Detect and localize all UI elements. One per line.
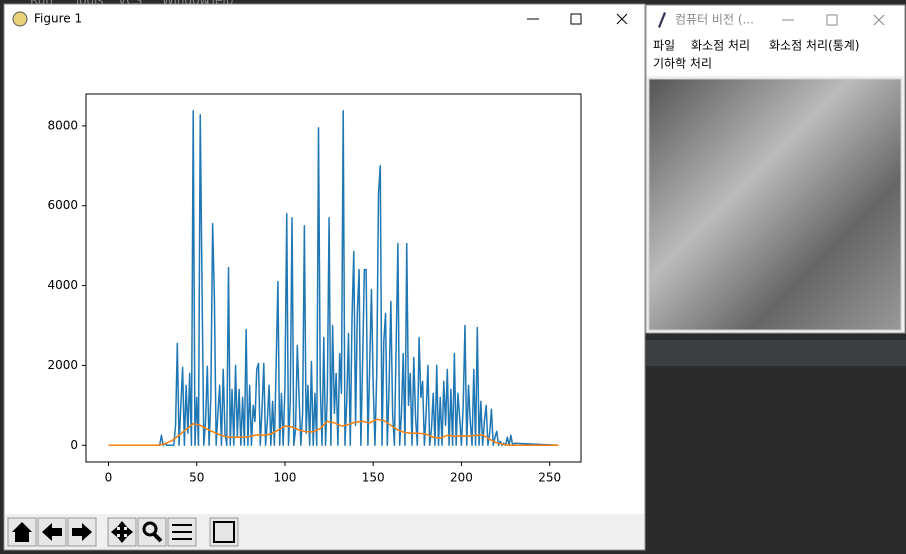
save-icon [213,521,235,543]
close-button[interactable] [873,14,885,26]
app-icon [658,12,666,28]
zoom-handle [152,532,163,543]
x-tick-label: 150 [362,471,385,485]
plot: 0 50 100 150 200 250 0 2000 4000 6000 8000 [47,109,561,485]
menu-item[interactable]: 화소점 처리(통계) [769,39,859,53]
pan-icon [111,521,133,543]
menu-item[interactable]: 기하학 처리 [653,57,712,71]
image-view [648,78,902,331]
series-line [108,109,559,447]
y-tick-label: 6000 [47,198,78,212]
app-title: 컴퓨터 비전 (... [675,13,754,27]
axes-frame [85,93,582,463]
maximize-button[interactable] [826,14,838,26]
x-tick-label: 0 [105,471,113,485]
y-tick-label: 0 [70,438,78,452]
zoom-button[interactable] [137,517,167,547]
menu-item[interactable]: 파일 [653,39,675,53]
toolbar [5,514,644,549]
app-title-bar [647,6,904,36]
x-tick-label: 100 [274,471,297,485]
x-tick-label: 200 [450,471,473,485]
ide-panel [646,340,906,366]
x-tick-label: 50 [189,471,204,485]
close-button[interactable] [616,13,628,25]
back-icon [42,523,62,541]
maximize-button[interactable] [570,13,582,25]
forward-icon [72,523,92,541]
menu-bar [647,36,904,76]
zoom-icon [142,521,158,537]
window-title: Figure 1 [34,12,82,26]
series-line [108,418,559,447]
menu-item[interactable]: 화소점 처리 [691,39,750,53]
y-tick-label: 2000 [47,358,78,372]
configure-icon [172,524,192,540]
x-tick-label: 250 [538,471,561,485]
app-icon [12,11,28,27]
home-icon [12,522,32,542]
y-tick-label: 8000 [47,118,78,132]
y-tick-label: 4000 [47,278,78,292]
toolbar-buttons [7,517,239,547]
